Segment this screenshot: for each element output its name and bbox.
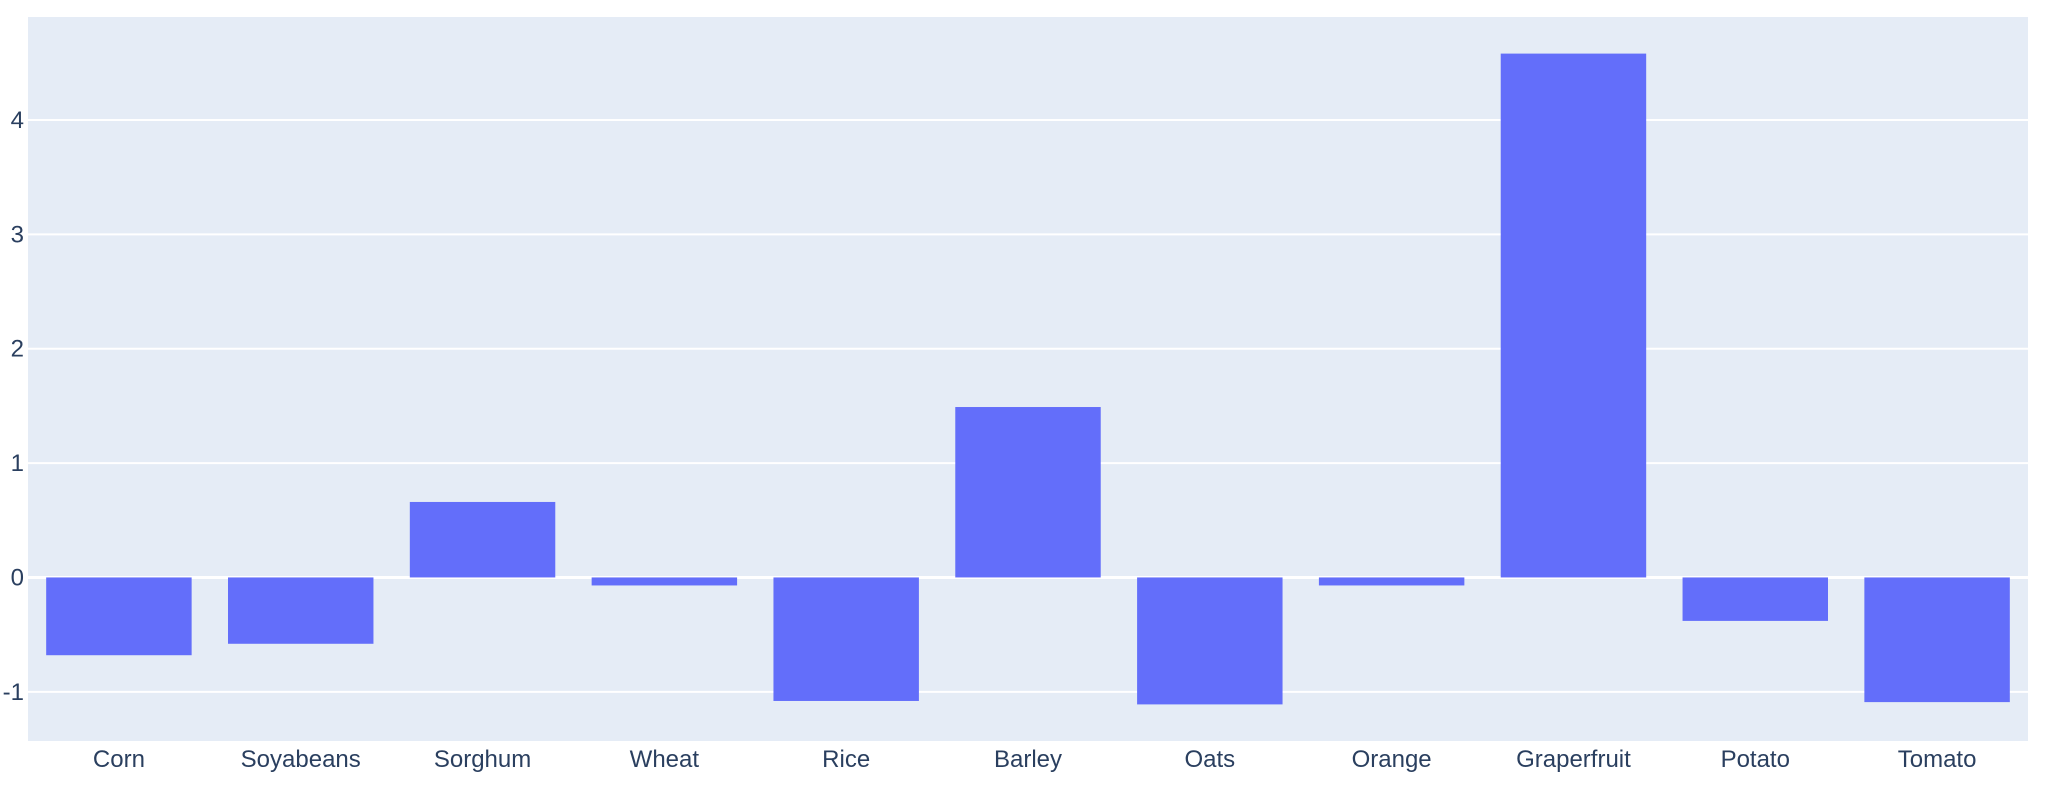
x-tick-label: Sorghum xyxy=(434,746,531,773)
x-tick-label: Wheat xyxy=(630,746,700,773)
bars xyxy=(46,53,2010,705)
x-tick-label: Corn xyxy=(93,746,145,773)
x-tick-label: Soyabeans xyxy=(241,746,361,773)
x-tick-label: Oats xyxy=(1184,746,1235,773)
bar-oats xyxy=(1137,577,1283,705)
x-axis-ticks: Corn Soyabeans Sorghum Wheat Rice Barley Oats O… xyxy=(93,746,1977,773)
bar-orange xyxy=(1318,577,1465,586)
bar-rice xyxy=(773,577,919,701)
bar-tomato xyxy=(1864,577,2010,703)
x-tick-label: Rice xyxy=(822,746,870,773)
x-tick-label: Orange xyxy=(1352,746,1432,773)
y-tick-label: 2 xyxy=(11,336,24,363)
y-tick-label: 4 xyxy=(11,107,24,134)
x-tick-label: Tomato xyxy=(1898,746,1977,773)
y-tick-label: 3 xyxy=(11,221,24,248)
y-axis-ticks: -1 0 1 2 3 4 xyxy=(3,107,24,706)
bar-potato xyxy=(1682,577,1828,621)
bar-sorghum xyxy=(409,501,556,578)
bar-graperfruit xyxy=(1500,53,1647,578)
bar-soyabeans xyxy=(228,577,374,644)
x-tick-label: Potato xyxy=(1721,746,1790,773)
bar-wheat xyxy=(591,577,738,586)
x-tick-label: Graperfruit xyxy=(1516,746,1631,773)
y-tick-label: 0 xyxy=(11,564,24,591)
bar-barley xyxy=(955,407,1101,578)
y-tick-label: -1 xyxy=(3,679,24,706)
x-tick-label: Barley xyxy=(994,746,1062,773)
bar-corn xyxy=(46,577,192,656)
y-tick-label: 1 xyxy=(11,450,24,477)
